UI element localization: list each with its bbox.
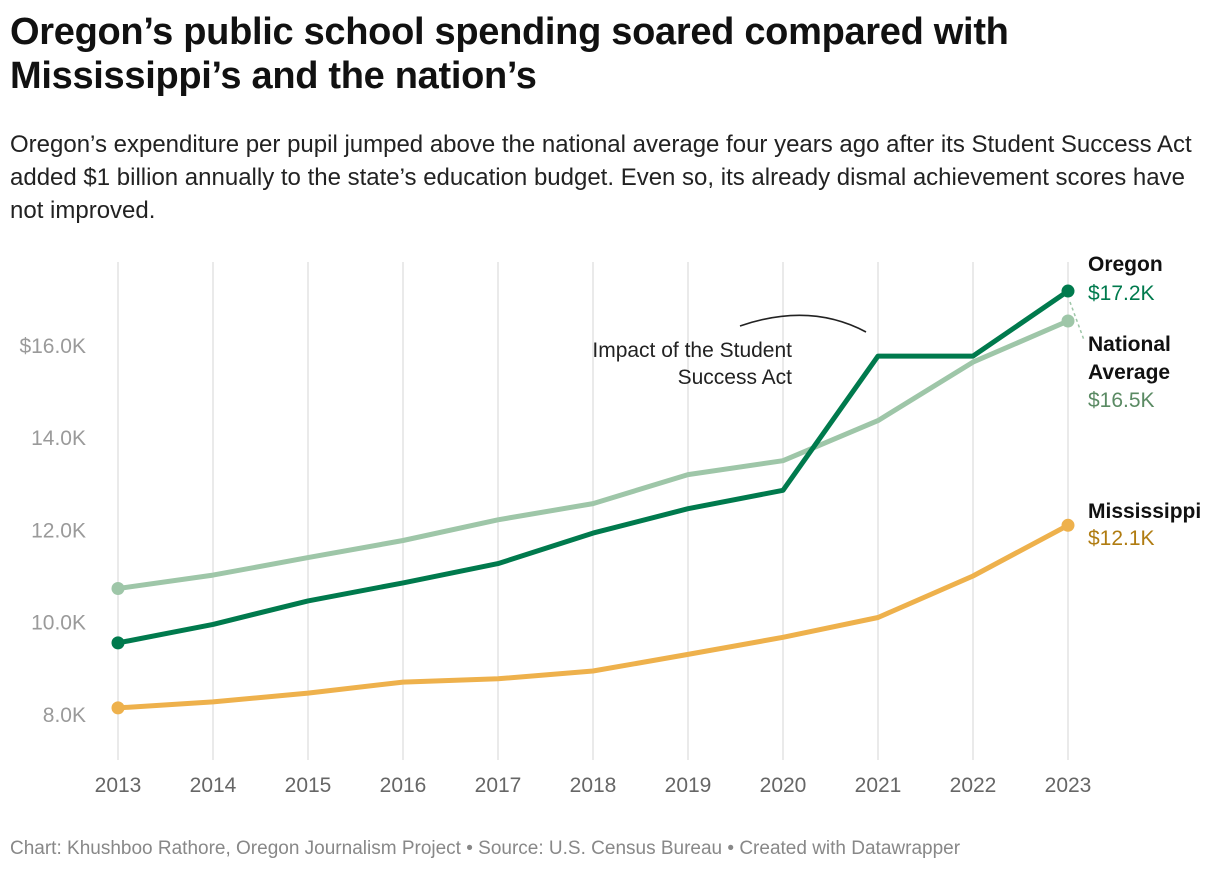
- annotation-text-line-1: Impact of the Student: [592, 339, 792, 362]
- mississippi-series-line: [115, 522, 1071, 711]
- x-tick-label-2013: 2013: [95, 774, 142, 797]
- y-tick-label-12000: 12.0K: [31, 519, 86, 542]
- y-tick-label-8000: 8.0K: [43, 704, 86, 727]
- x-tick-label-2014: 2014: [190, 774, 237, 797]
- x-axis: 2013 2014 2015 2016 2017 2018 2019 2020 2021 2022…: [95, 774, 1092, 797]
- national-average-end-point: [1061, 314, 1075, 328]
- oregon-end-value: $17.2K: [1088, 282, 1155, 305]
- national-average-leader-line: [1069, 301, 1085, 341]
- y-tick-label-14000: 14.0K: [31, 427, 86, 450]
- y-tick-label-16000: $16.0K: [19, 335, 86, 358]
- x-tick-label-2019: 2019: [665, 774, 712, 797]
- annotation-arrow: [739, 314, 867, 333]
- x-tick-label-2020: 2020: [760, 774, 807, 797]
- series-labels: Oregon $17.2K National Average $16.5K Mi…: [1069, 253, 1201, 550]
- y-tick-label-10000: 10.0K: [31, 612, 86, 635]
- mississippi-end-point: [1061, 518, 1075, 532]
- x-tick-label-2021: 2021: [855, 774, 902, 797]
- chart-footer: Chart: Khushboo Rathore, Oregon Journali…: [10, 838, 961, 859]
- x-tick-label-2015: 2015: [285, 774, 332, 797]
- national-average-end-value: $16.5K: [1088, 389, 1155, 412]
- annotation-text-line-2: Success Act: [678, 366, 793, 389]
- national-average-start-point: [111, 581, 125, 595]
- x-tick-label-2017: 2017: [475, 774, 522, 797]
- oregon-start-point: [111, 636, 125, 650]
- x-tick-label-2016: 2016: [380, 774, 427, 797]
- mississippi-start-point: [111, 701, 125, 715]
- y-axis: 8.0K 10.0K 12.0K 14.0K $16.0K: [19, 335, 86, 727]
- annotation-layer: Impact of the Student Success Act: [592, 314, 867, 389]
- national-average-series-line: [115, 318, 1071, 591]
- x-tick-label-2023: 2023: [1045, 774, 1092, 797]
- national-average-label-line-2: Average: [1088, 361, 1170, 384]
- series-layer: [111, 284, 1075, 715]
- chart-title: Oregon’s public school spending soared c…: [10, 11, 1009, 97]
- mississippi-end-value: $12.1K: [1088, 527, 1155, 550]
- national-average-label-line-1: National: [1088, 333, 1171, 356]
- grid-layer: [117, 262, 1069, 760]
- mississippi-series-label: Mississippi: [1088, 500, 1201, 523]
- x-tick-label-2018: 2018: [570, 774, 617, 797]
- oregon-series-label: Oregon: [1088, 253, 1163, 276]
- chart-subtitle: Oregon’s expenditure per pupil jumped ab…: [10, 131, 1192, 224]
- x-tick-label-2022: 2022: [950, 774, 997, 797]
- oregon-end-point: [1061, 284, 1075, 298]
- oregon-series-line: [115, 288, 1071, 646]
